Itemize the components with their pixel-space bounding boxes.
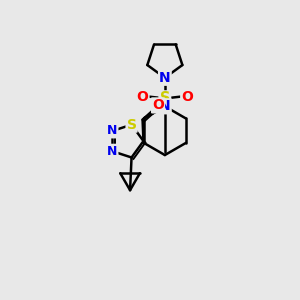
Text: S: S bbox=[160, 92, 170, 106]
Text: N: N bbox=[107, 124, 118, 137]
Text: N: N bbox=[159, 99, 171, 113]
Text: N: N bbox=[107, 145, 118, 158]
Text: N: N bbox=[159, 71, 171, 85]
Text: O: O bbox=[181, 89, 193, 103]
Text: O: O bbox=[136, 89, 148, 103]
Text: O: O bbox=[152, 98, 164, 112]
Text: S: S bbox=[127, 118, 136, 132]
